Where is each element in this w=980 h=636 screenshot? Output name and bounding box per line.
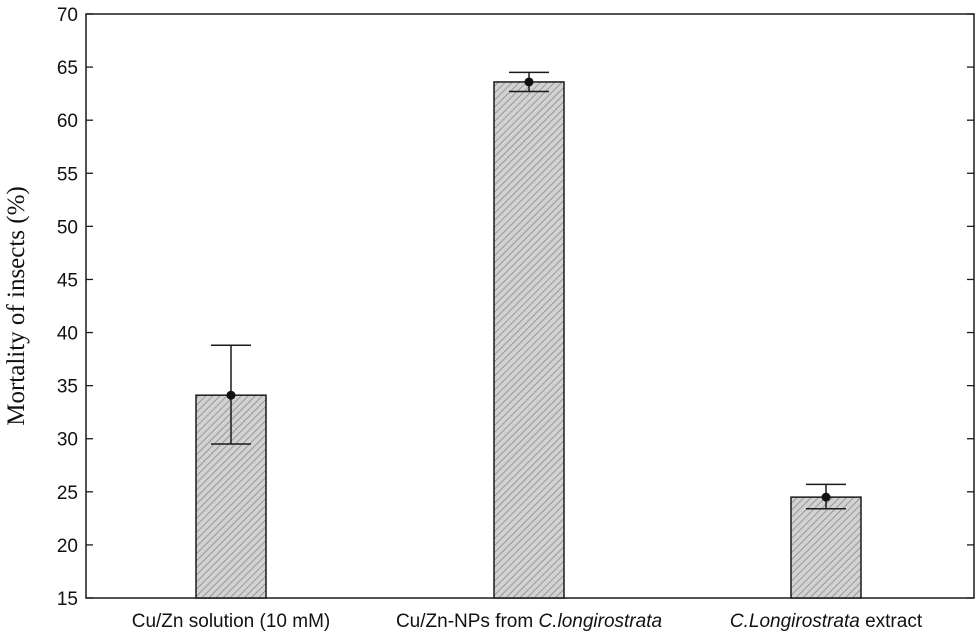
x-category-label: C.Longirostrata extract xyxy=(730,611,923,632)
x-category-label-part: C.longirostrata xyxy=(538,611,662,632)
y-tick-label: 30 xyxy=(57,430,78,451)
bar xyxy=(493,81,565,599)
bars-group xyxy=(195,71,862,599)
x-category-label-part: Cu/Zn solution (10 mM) xyxy=(132,611,331,632)
y-tick-label: 60 xyxy=(57,111,78,132)
x-category-label: Cu/Zn-NPs from C.longirostrata xyxy=(396,611,662,632)
mean-point xyxy=(524,77,534,87)
x-category-label-part: Cu/Zn-NPs from xyxy=(396,611,539,632)
x-axis: Cu/Zn solution (10 mM) Cu/Zn-NPs from C.l… xyxy=(132,611,923,632)
x-category-label: Cu/Zn solution (10 mM) xyxy=(132,611,331,632)
y-tick-label: 50 xyxy=(57,217,78,238)
y-axis: 15 20 25 30 35 40 45 50 55 60 65 70 xyxy=(57,5,974,610)
y-tick-label: 15 xyxy=(57,589,78,610)
y-tick-label: 70 xyxy=(57,5,78,26)
x-category-label-part: C.Longirostrata xyxy=(730,611,860,632)
y-tick-label: 55 xyxy=(57,164,78,185)
y-tick-label: 45 xyxy=(57,270,78,291)
bar xyxy=(790,496,862,599)
mean-point xyxy=(226,390,236,400)
y-tick-label: 25 xyxy=(57,483,78,504)
y-tick-label: 40 xyxy=(57,324,78,345)
y-tick-label: 65 xyxy=(57,58,78,79)
y-tick-label: 35 xyxy=(57,377,78,398)
mean-point xyxy=(821,492,831,502)
y-axis-title: Mortality of insects (%) xyxy=(3,186,30,426)
y-tick-label: 20 xyxy=(57,536,78,557)
x-category-label-part: extract xyxy=(860,611,923,632)
